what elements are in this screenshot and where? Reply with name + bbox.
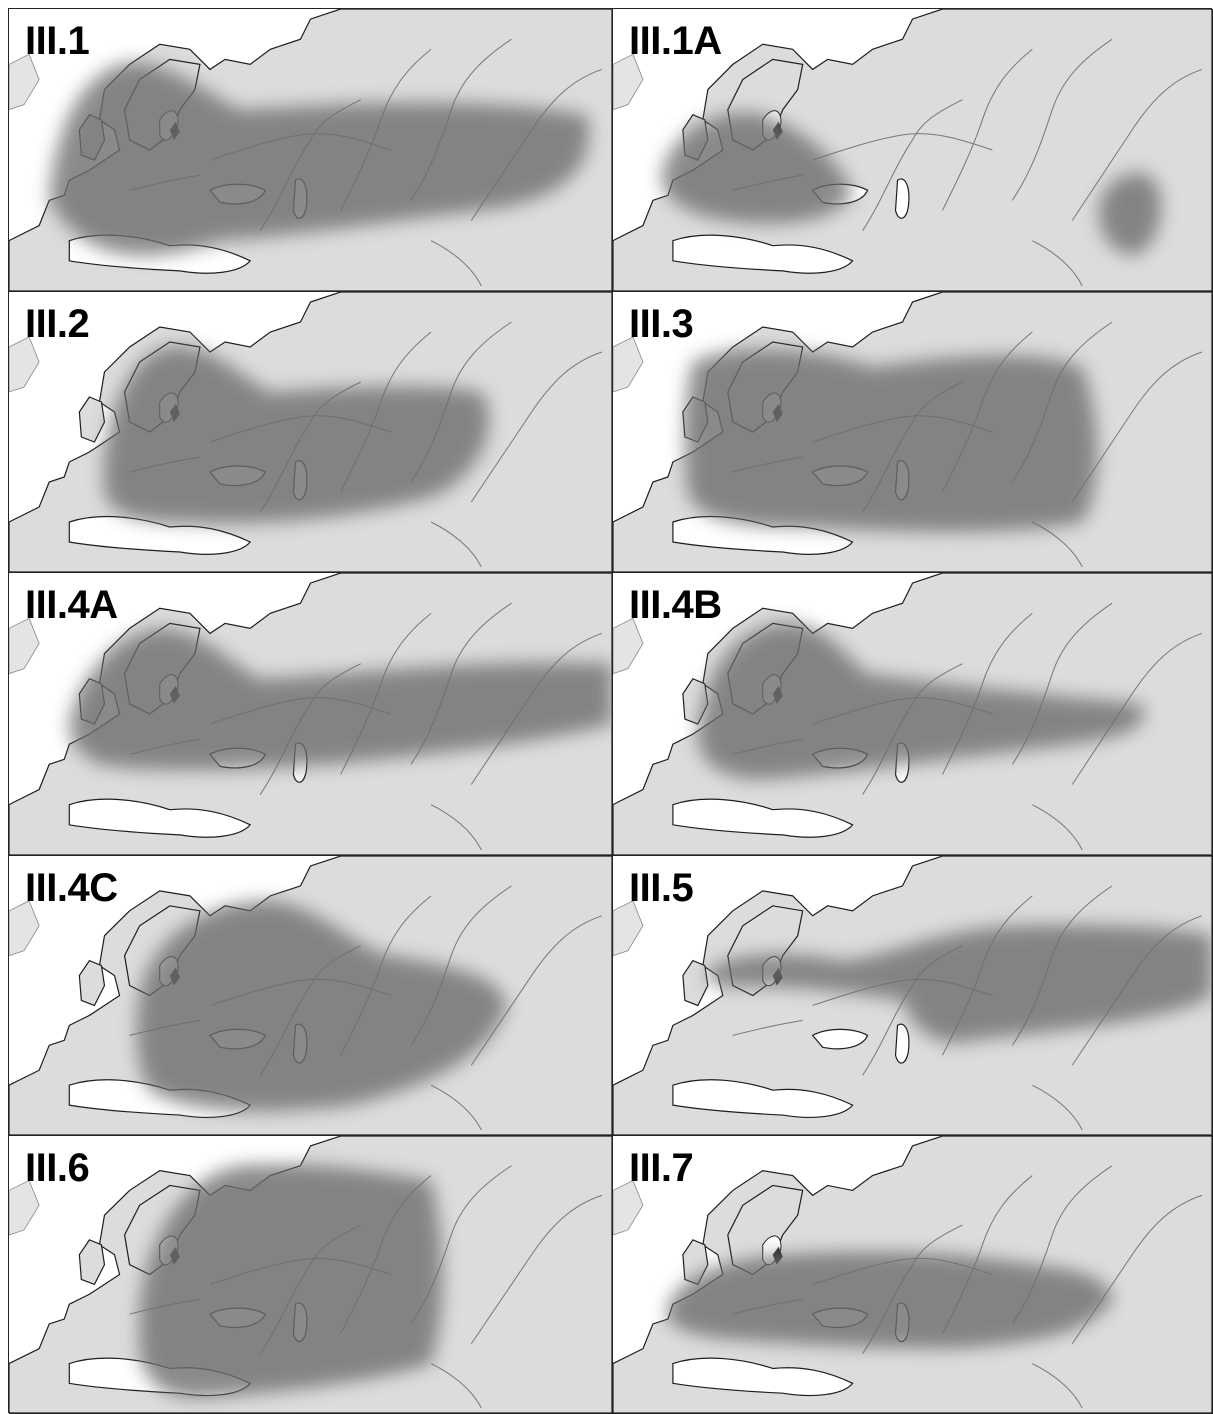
panel-label: III.4B	[629, 583, 722, 627]
map-panel-iii-4b: III.4B	[613, 573, 1213, 856]
map-panel-iii-2: III.2	[9, 292, 613, 573]
range-shading	[705, 925, 1212, 1043]
panel-label: III.4A	[25, 583, 118, 627]
distribution-map	[613, 573, 1212, 855]
range-shading	[49, 62, 589, 256]
panel-label: III.7	[629, 1146, 694, 1190]
distribution-map	[9, 573, 612, 855]
distribution-map	[613, 292, 1212, 572]
distribution-map	[613, 1136, 1212, 1413]
panel-label: III.4C	[25, 866, 118, 910]
map-panel-iii-4c: III.4C	[9, 856, 613, 1136]
map-panel-iii-7: III.7	[613, 1136, 1213, 1414]
range-shading	[139, 1164, 443, 1399]
map-panel-iii-1a: III.1A	[613, 9, 1213, 292]
map-grid: III.1 III.1A III.2 III.3 III.4A III.4B I…	[8, 8, 1213, 1414]
panel-label: III.1A	[629, 19, 722, 63]
distribution-map	[613, 856, 1212, 1135]
range-shading	[667, 1251, 1113, 1349]
panel-label: III.5	[629, 866, 694, 910]
range-shading	[697, 623, 1144, 780]
map-panel-iii-3: III.3	[613, 292, 1213, 573]
range-shading	[685, 349, 1098, 532]
range-shading	[69, 628, 612, 771]
range-shading	[136, 900, 507, 1112]
range-shading	[103, 346, 490, 524]
distribution-map	[9, 1136, 612, 1413]
panel-label: III.6	[25, 1146, 90, 1190]
distribution-map	[613, 9, 1212, 291]
distribution-map	[9, 856, 612, 1135]
panel-label: III.3	[629, 302, 694, 346]
distribution-map	[9, 292, 612, 572]
map-panel-iii-5: III.5	[613, 856, 1213, 1136]
map-panel-iii-4a: III.4A	[9, 573, 613, 856]
panel-label: III.1	[25, 19, 90, 63]
map-panel-iii-1: III.1	[9, 9, 613, 292]
map-panel-iii-6: III.6	[9, 1136, 613, 1414]
panel-label: III.2	[25, 302, 90, 346]
range-shading	[661, 112, 1161, 256]
distribution-map	[9, 9, 612, 291]
